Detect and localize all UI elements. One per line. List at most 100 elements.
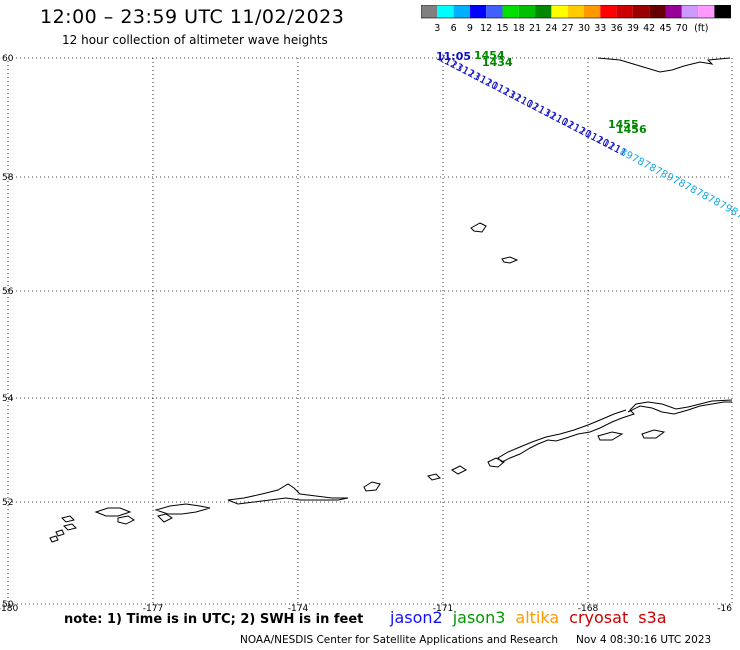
swh-value: 8 — [700, 190, 711, 203]
coastline-segment — [497, 399, 733, 463]
scale-swatch — [567, 5, 584, 18]
swh-value: 12 — [442, 56, 458, 72]
swh-value: 12 — [559, 116, 575, 132]
scale-label: 33 — [594, 23, 606, 34]
swh-value: 11 — [437, 53, 453, 69]
scale-swatch — [535, 5, 552, 18]
scale-swatch — [698, 5, 715, 18]
swh-value: 10 — [483, 77, 499, 93]
swh-value: 9 — [624, 150, 635, 163]
swh-value: 7 — [717, 200, 728, 213]
coastline-segment — [94, 507, 132, 517]
swh-value: 9 — [723, 203, 734, 216]
swh-value: 11 — [530, 101, 546, 117]
swh-value: 11 — [583, 128, 599, 144]
swh-value: 7 — [705, 193, 716, 206]
scale-unit: (ft) — [694, 23, 708, 34]
satellite-cryosat: cryosat — [569, 608, 629, 627]
swh-value: 12 — [589, 131, 605, 147]
scale-label: 36 — [611, 23, 623, 34]
swh-value: 12 — [571, 122, 587, 138]
swh-value: 8 — [618, 147, 629, 160]
coastline-segment — [157, 513, 173, 523]
swh-value: 13 — [501, 86, 517, 102]
swh-value: 12 — [495, 83, 511, 99]
scale-swatch — [518, 5, 536, 18]
coastline-segment — [55, 529, 65, 537]
swh-value: 7 — [735, 209, 740, 222]
swh-value: 11 — [606, 141, 622, 157]
lon-label: -168 — [578, 604, 599, 614]
swh-value: 11 — [472, 71, 488, 87]
note-text: note: 1) Time is in UTC; 2) SWH is in fe… — [64, 612, 364, 627]
swh-value: 8 — [676, 178, 687, 191]
swh-value: 7 — [629, 153, 640, 166]
swh-value: 7 — [670, 175, 681, 188]
scale-swatch — [551, 5, 568, 18]
scale-label: 6 — [451, 23, 457, 34]
coastline-segment — [49, 535, 59, 543]
coastline-segment — [487, 457, 505, 468]
swh-value: 12 — [542, 107, 558, 123]
coastline-segment — [597, 431, 624, 441]
satellite-jason2: jason2 — [390, 608, 443, 627]
scale-swatch — [453, 5, 470, 18]
satellite-altika: altika — [515, 608, 560, 627]
wave-height-color-scale: 3 6 9 12 15 18 21 24 27 30 33 36 39 42 45 70 (ft) — [421, 5, 732, 34]
lat-lon-grid — [7, 57, 733, 605]
scale-label: 15 — [496, 23, 508, 34]
swh-value: 11 — [612, 144, 628, 160]
swh-value: 9 — [664, 172, 675, 185]
swh-value: 8 — [659, 168, 670, 181]
scale-swatch — [649, 5, 666, 18]
footer: NOAA/NESDIS Center for Satellite Applica… — [240, 634, 711, 646]
lon-label: -16 — [717, 604, 732, 614]
coastline-segment — [227, 483, 349, 505]
swh-value: 10 — [553, 113, 569, 129]
scale-label: 21 — [529, 23, 541, 34]
swh-value: 11 — [565, 119, 581, 135]
lat-label: 52 — [2, 498, 13, 508]
track-time-label: 11:05 — [436, 50, 471, 63]
lat-label: 58 — [2, 173, 14, 183]
scale-label: 70 — [676, 23, 688, 34]
swh-value: 13 — [536, 104, 552, 120]
scale-swatch — [600, 5, 617, 18]
track-time-label: 1455 — [608, 118, 639, 131]
track-time-label: 1456 — [616, 123, 647, 136]
lat-label: 50 — [2, 600, 14, 610]
swh-value: 8 — [635, 156, 646, 169]
scale-label: 18 — [513, 23, 525, 34]
coastline — [49, 57, 733, 543]
scale-swatch — [486, 5, 503, 18]
swh-value: 12 — [477, 74, 493, 90]
scale-swatch — [632, 5, 650, 18]
swh-value: 12 — [507, 89, 523, 105]
swh-value: 8 — [711, 196, 722, 209]
coastline-segment — [154, 503, 211, 515]
swh-value: 11 — [454, 62, 470, 78]
scale-swatch — [714, 5, 731, 18]
footer-org: NOAA/NESDIS Center for Satellite Applica… — [240, 634, 558, 646]
swh-value: 12 — [524, 98, 540, 114]
scale-label: 45 — [659, 23, 671, 34]
coastline-segment — [117, 515, 135, 525]
scale-swatch — [681, 5, 699, 18]
scale-swatch — [437, 5, 454, 18]
map-subtitle: 12 hour collection of altimeter wave hei… — [62, 33, 328, 47]
swh-value: 8 — [688, 184, 699, 197]
scale-swatch — [584, 5, 601, 18]
swh-value: 11 — [513, 92, 529, 108]
satellite-s3a: s3a — [638, 608, 667, 627]
swh-value: 13 — [466, 68, 482, 84]
swh-value: 7 — [682, 181, 693, 194]
coastline-segment — [501, 256, 519, 264]
track-time-label: 1454 — [474, 49, 505, 62]
satellite-jason3: jason3 — [452, 608, 506, 627]
lon-label: -171 — [433, 604, 453, 614]
lat-label: 54 — [2, 394, 14, 404]
scale-label: 27 — [562, 23, 574, 34]
coastline-segment — [641, 429, 666, 439]
lat-label: 60 — [2, 54, 14, 64]
